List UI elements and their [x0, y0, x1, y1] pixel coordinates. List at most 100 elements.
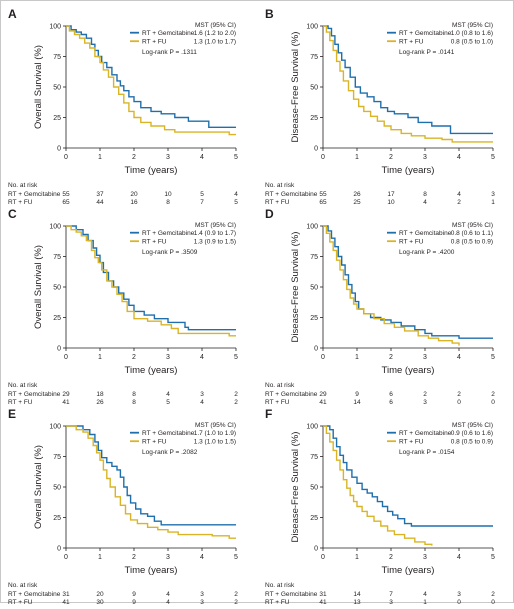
at-risk-row-label: RT + Gemcitabine: [265, 391, 318, 398]
legend-header: MST (95% CI): [195, 422, 236, 429]
at-risk-count: 3: [423, 399, 427, 406]
at-risk-count: 2: [234, 391, 238, 398]
at-risk-count: 13: [353, 599, 361, 604]
at-risk-count: 4: [166, 391, 170, 398]
x-tick-label: 1: [355, 354, 359, 361]
legend-label: RT + FU: [399, 239, 424, 246]
at-risk-count: 18: [96, 391, 104, 398]
legend-label: RT + Gemcitabine: [142, 430, 195, 437]
at-risk-count: 4: [423, 199, 427, 206]
at-risk-row-label: RT + Gemcitabine: [265, 591, 318, 598]
x-tick-label: 2: [132, 354, 136, 361]
at-risk-count: 31: [319, 591, 327, 598]
panel-label: C: [8, 207, 17, 221]
y-tick-label: 100: [49, 424, 61, 431]
at-risk-count: 2: [457, 199, 461, 206]
at-risk-title: No. at risk: [265, 382, 295, 389]
at-risk-count: 1: [491, 199, 495, 206]
legend-ci: 0.8 (0.6 to 1.1): [451, 230, 493, 237]
y-tick-label: 25: [310, 315, 318, 322]
x-tick-label: 2: [389, 554, 393, 561]
at-risk-count: 1: [423, 599, 427, 604]
y-axis-label: Overall Survival (%): [33, 245, 44, 329]
y-tick-label: 0: [57, 346, 61, 353]
at-risk-count: 5: [234, 199, 238, 206]
y-axis-label: Disease-Free Survival (%): [290, 32, 301, 143]
y-axis-label: Disease-Free Survival (%): [290, 432, 301, 543]
at-risk-row-label: RT + FU: [265, 399, 290, 406]
x-tick-label: 5: [234, 154, 238, 161]
y-axis-label: Disease-Free Survival (%): [290, 232, 301, 343]
y-tick-label: 0: [314, 546, 318, 553]
at-risk-count: 8: [132, 391, 136, 398]
panel-label: E: [8, 407, 16, 421]
legend-ci: 0.8 (0.5 to 0.9): [451, 239, 493, 246]
x-tick-label: 0: [64, 154, 68, 161]
survival-curve-gemcitabine: [66, 425, 236, 526]
survival-curve-fu: [66, 25, 236, 136]
at-risk-count: 44: [96, 199, 104, 206]
x-tick-label: 5: [234, 554, 238, 561]
legend-ci: 1.0 (0.8 to 1.6): [451, 30, 493, 37]
x-tick-label: 3: [166, 354, 170, 361]
survival-curve-gemcitabine: [323, 225, 493, 339]
at-risk-count: 14: [353, 399, 361, 406]
x-tick-label: 4: [200, 154, 204, 161]
y-tick-label: 75: [310, 454, 318, 461]
at-risk-title: No. at risk: [265, 582, 295, 589]
y-tick-label: 50: [310, 85, 318, 92]
y-tick-label: 75: [310, 254, 318, 261]
y-tick-label: 25: [310, 115, 318, 122]
legend-label: RT + Gemcitabine: [399, 430, 452, 437]
at-risk-count: 10: [164, 191, 172, 198]
at-risk-count: 10: [387, 199, 395, 206]
legend-header: MST (95% CI): [452, 422, 493, 429]
at-risk-count: 41: [62, 599, 70, 604]
survival-curve-gemcitabine: [323, 425, 493, 527]
legend-ci: 1.3 (1.0 to 1.5): [194, 439, 236, 446]
legend-label: RT + Gemcitabine: [399, 30, 452, 37]
at-risk-count: 41: [319, 399, 327, 406]
x-tick-label: 1: [355, 154, 359, 161]
y-tick-label: 0: [57, 146, 61, 153]
at-risk-title: No. at risk: [8, 182, 38, 189]
at-risk-count: 41: [62, 399, 70, 406]
at-risk-row-label: RT + Gemcitabine: [8, 391, 61, 398]
at-risk-count: 55: [319, 191, 327, 198]
legend-label: RT + FU: [142, 239, 167, 246]
y-tick-label: 75: [53, 254, 61, 261]
panel-b: B 0 25 50 75 100 0 1 2 3 4 5 Time (years) Disease-Fre…: [265, 7, 495, 206]
x-tick-label: 0: [321, 354, 325, 361]
y-tick-label: 50: [53, 485, 61, 492]
at-risk-count: 16: [130, 199, 138, 206]
x-tick-label: 3: [423, 154, 427, 161]
legend-ci: 1.4 (0.9 to 1.7): [194, 230, 236, 237]
legend-label: RT + FU: [399, 39, 424, 46]
survival-curve-fu: [66, 225, 236, 337]
at-risk-count: 2: [234, 599, 238, 604]
x-tick-label: 2: [389, 154, 393, 161]
at-risk-count: 29: [319, 391, 327, 398]
x-tick-label: 0: [321, 154, 325, 161]
logrank-p: Log-rank P = .0154: [399, 449, 455, 456]
x-tick-label: 5: [491, 354, 495, 361]
at-risk-count: 20: [130, 191, 138, 198]
at-risk-count: 6: [389, 399, 393, 406]
x-tick-label: 1: [98, 354, 102, 361]
at-risk-row-label: RT + FU: [265, 199, 290, 206]
y-tick-label: 0: [57, 546, 61, 553]
at-risk-count: 9: [132, 599, 136, 604]
at-risk-count: 65: [319, 199, 327, 206]
at-risk-count: 0: [457, 399, 461, 406]
legend-label: RT + Gemcitabine: [142, 30, 195, 37]
at-risk-row-label: RT + Gemcitabine: [8, 591, 61, 598]
y-tick-label: 50: [310, 285, 318, 292]
x-axis-label: Time (years): [125, 565, 178, 576]
legend-label: RT + FU: [142, 39, 167, 46]
panel-label: D: [265, 207, 274, 221]
at-risk-title: No. at risk: [8, 382, 38, 389]
